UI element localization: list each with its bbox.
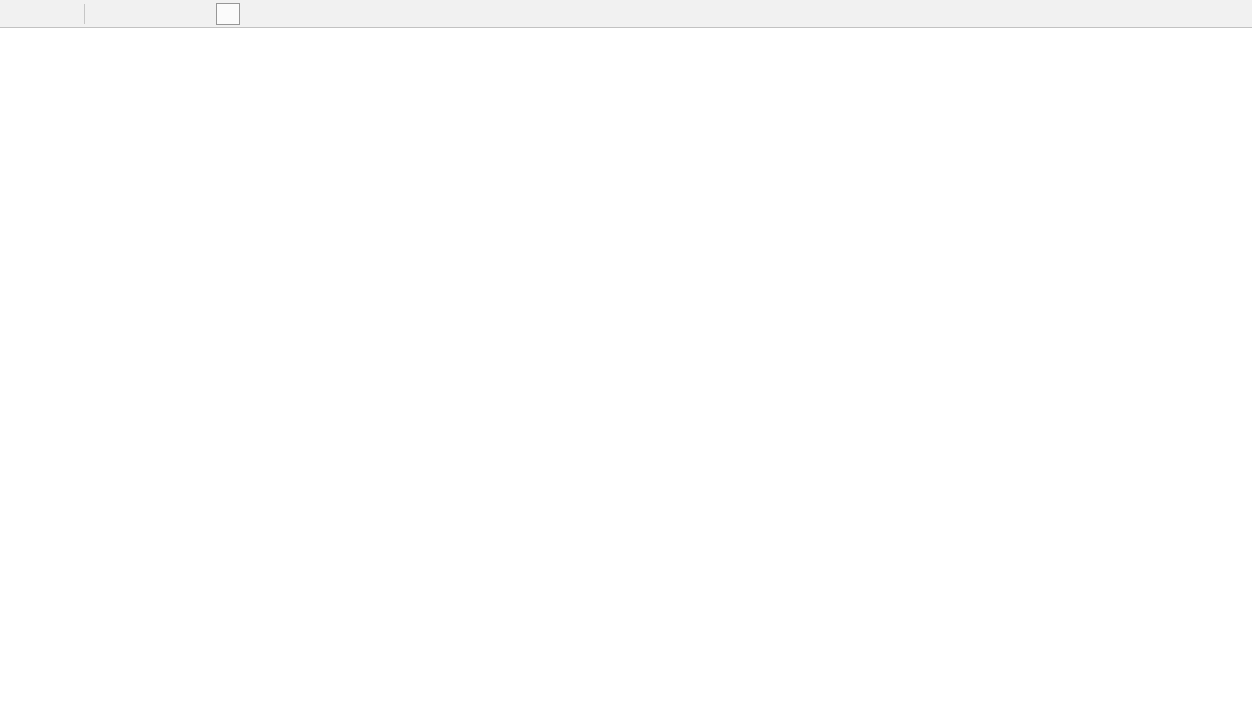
timeframe-m15-button[interactable] bbox=[141, 3, 165, 25]
taskbar-fragment bbox=[100, 694, 164, 702]
chart-area[interactable] bbox=[0, 28, 1252, 702]
arrows-tool-button[interactable] bbox=[54, 3, 78, 25]
timeframe-h4-button[interactable] bbox=[216, 2, 240, 25]
timeframe-m1-button[interactable] bbox=[91, 3, 115, 25]
timeframe-w1-button[interactable] bbox=[266, 3, 290, 25]
cursor-tool-button[interactable] bbox=[4, 3, 28, 25]
chart-symbol-header bbox=[6, 35, 15, 47]
toolbar-separator bbox=[84, 3, 85, 24]
timeframe-mn-button[interactable] bbox=[291, 3, 315, 25]
timeframe-m5-button[interactable] bbox=[116, 3, 140, 25]
timeframe-h1-button[interactable] bbox=[191, 3, 215, 25]
text-tool-button[interactable] bbox=[29, 3, 53, 25]
timeframe-d1-button[interactable] bbox=[241, 3, 265, 25]
timeframe-m30-button[interactable] bbox=[166, 3, 190, 25]
toolbar bbox=[0, 0, 1252, 28]
chart-canvas[interactable] bbox=[0, 28, 1252, 702]
